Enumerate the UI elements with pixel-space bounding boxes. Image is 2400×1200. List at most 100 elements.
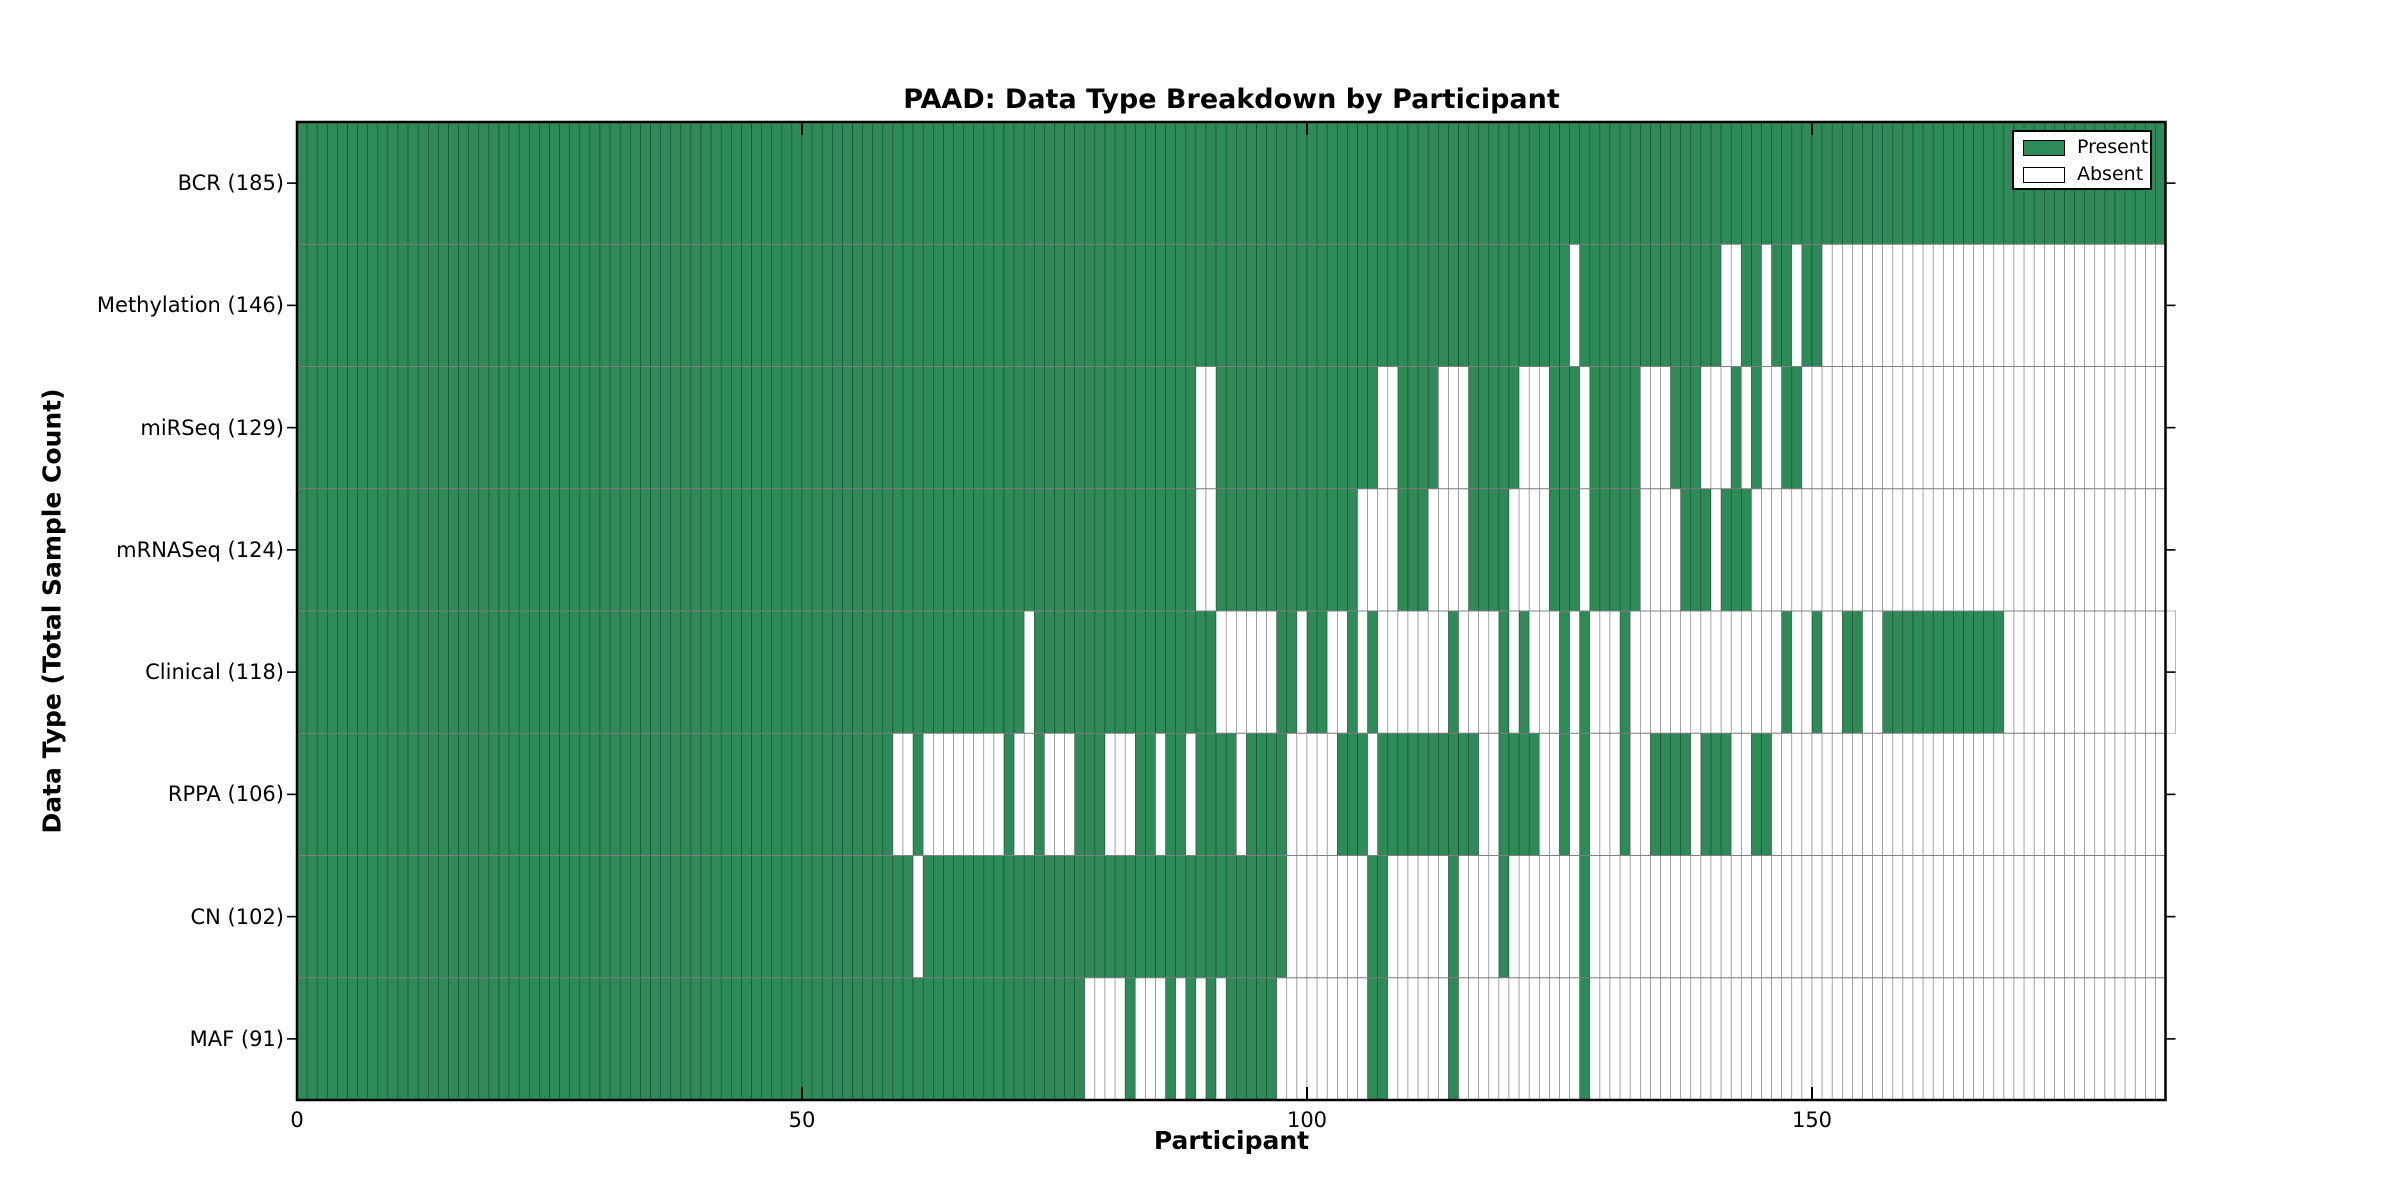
presence-cell [1124,243,1136,367]
presence-cell [1852,121,1863,245]
presence-cell [1670,488,1681,612]
presence-cell [791,855,803,979]
presence-cell [1387,977,1399,1101]
presence-cell [1407,243,1419,367]
presence-cell [831,121,843,245]
presence-cell [296,732,308,856]
presence-cell [1518,243,1530,367]
presence-cell [306,732,318,856]
presence-cell [559,121,570,245]
presence-cell [407,121,419,245]
presence-cell [296,977,308,1101]
presence-cell [1508,121,1520,245]
presence-cell [407,243,419,367]
presence-cell [2145,732,2156,856]
presence-cell [862,855,873,979]
presence-cell [326,732,338,856]
presence-cell [478,732,490,856]
presence-cell [1478,121,1490,245]
presence-cell [2033,610,2045,734]
presence-cell [1539,732,1550,856]
presence-cell [872,121,884,245]
presence-cell [2124,732,2136,856]
presence-cell [912,732,924,856]
presence-cell [1276,977,1288,1101]
presence-cell [488,121,500,245]
presence-cell [1579,121,1591,245]
presence-cell [2033,366,2045,490]
presence-cell [741,488,752,612]
presence-cell [306,121,318,245]
presence-cell [357,855,369,979]
presence-cell [1963,855,1974,979]
presence-cell [1629,366,1641,490]
presence-cell [2023,488,2035,612]
presence-cell [1720,977,1732,1101]
presence-cell [488,732,500,856]
presence-cell [1508,243,1520,367]
presence-cell [1448,977,1459,1101]
presence-cell [1044,732,1055,856]
presence-cell [1185,977,1197,1101]
presence-cell [1074,610,1086,734]
presence-cell [559,855,570,979]
presence-cell [1478,488,1490,612]
presence-cell [1306,732,1318,856]
presence-cell [1852,488,1863,612]
presence-cell [963,855,974,979]
presence-cell [720,488,732,612]
presence-cell [1932,121,1944,245]
presence-cell [1448,121,1459,245]
presence-cell [1912,977,1924,1101]
presence-cell [1135,488,1146,612]
presence-cell [508,855,520,979]
presence-cell [640,855,651,979]
x-tick-label-150: 150 [1791,1108,1833,1132]
presence-cell [1498,732,1510,856]
presence-cell [326,855,338,979]
x-axis-label: Participant [1153,1126,1310,1155]
presence-cell [468,488,480,612]
presence-cell [1468,243,1479,367]
presence-cell [1215,243,1227,367]
presence-cell [1195,488,1207,612]
presence-cell [710,732,722,856]
presence-cell [1316,488,1328,612]
presence-cell [902,121,914,245]
presence-cell [710,243,722,367]
presence-cell [357,488,369,612]
presence-cell [337,610,348,734]
presence-cell [1074,121,1086,245]
presence-cell [1225,121,1237,245]
presence-cell [1155,488,1166,612]
presence-cell [912,855,924,979]
presence-cell [1256,366,1267,490]
presence-cell [508,977,520,1101]
presence-cell [1922,243,1934,367]
presence-cell [751,488,762,612]
presence-cell [1458,610,1469,734]
presence-cell [1761,977,1772,1101]
presence-cell [1397,366,1409,490]
presence-cell [1791,732,1803,856]
presence-cell [2155,732,2166,856]
presence-cell [1670,855,1681,979]
presence-cell [852,977,863,1101]
presence-cell [801,366,813,490]
presence-cell [1882,855,1894,979]
presence-cell [1357,366,1368,490]
presence-cell [1175,610,1187,734]
presence-cell [1114,732,1126,856]
presence-cell [306,366,318,490]
presence-cell [983,488,995,612]
presence-cell [1670,121,1681,245]
presence-cell [690,855,702,979]
presence-cell [1084,366,1096,490]
presence-cell [872,855,884,979]
presence-cell [337,366,348,490]
presence-cell [528,732,540,856]
presence-cell [973,977,985,1101]
presence-cell [1044,855,1055,979]
presence-cell [932,121,944,245]
presence-cell [1771,977,1782,1101]
